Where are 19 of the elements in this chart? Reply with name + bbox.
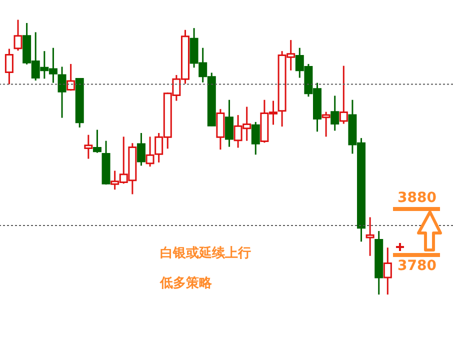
ref-line-label: 3780 [398, 258, 437, 274]
candlestick [339, 65, 348, 125]
candlestick [216, 108, 225, 150]
candlestick [92, 129, 102, 154]
candlestick [383, 246, 392, 296]
candlestick [330, 94, 340, 132]
annotation: 白银或延续上行 [160, 246, 251, 261]
candlestick [58, 66, 66, 119]
candlestick [84, 134, 93, 160]
candlestick [136, 132, 146, 166]
candlestick [322, 111, 330, 138]
candlestick [4, 48, 14, 85]
ref-line-label: 3880 [398, 190, 437, 206]
candlestick [366, 216, 374, 257]
annotation: 低多策略 [159, 276, 213, 291]
candlestick [14, 19, 22, 52]
candlestick [66, 63, 76, 92]
candlestick [251, 121, 260, 156]
candlestick [224, 99, 234, 148]
